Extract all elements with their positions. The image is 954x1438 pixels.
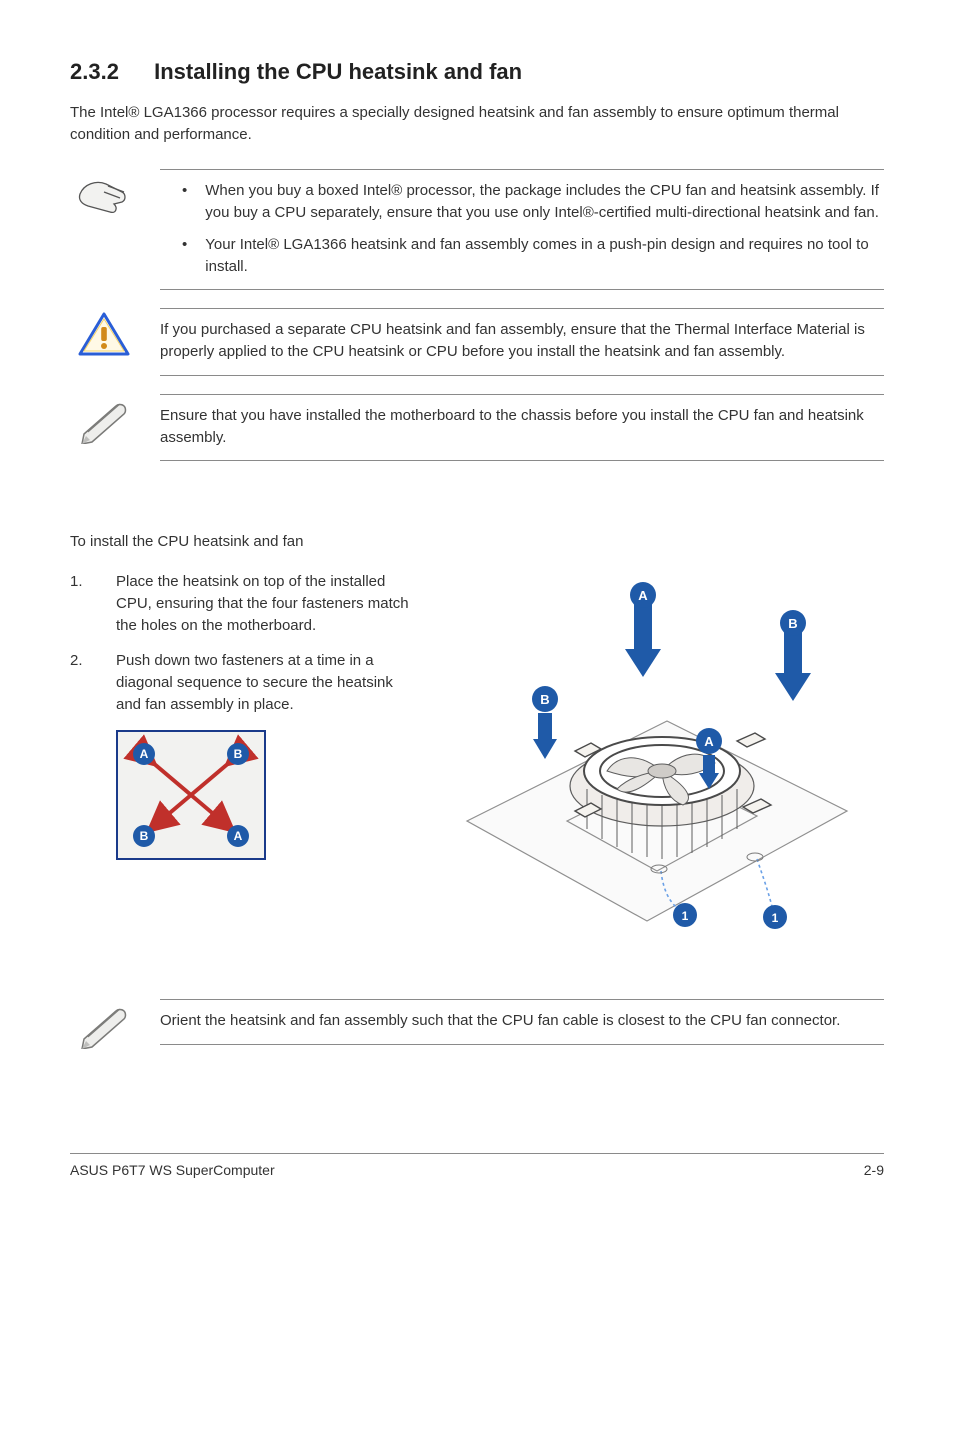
- list-item: 1. Place the heatsink on top of the inst…: [70, 571, 410, 636]
- badge-a: A: [234, 829, 243, 843]
- pencil-note-icon: [70, 394, 138, 448]
- callout-body: Ensure that you have installed the mothe…: [160, 394, 884, 462]
- step-number: 1.: [70, 571, 94, 636]
- bullet-text: Your Intel® LGA1366 heatsink and fan ass…: [205, 234, 884, 278]
- hand-pointer-icon: [70, 169, 138, 223]
- badge-a: A: [140, 747, 149, 761]
- bullet-item: • When you buy a boxed Intel® processor,…: [160, 180, 884, 224]
- bullet-dot: •: [182, 234, 187, 278]
- section-title: Installing the CPU heatsink and fan: [154, 59, 522, 84]
- step-list: 1. Place the heatsink on top of the inst…: [70, 571, 410, 716]
- section-number: 2.3.2: [70, 56, 148, 88]
- badge-b: B: [140, 829, 149, 843]
- list-item: 2. Push down two fasteners at a time in …: [70, 650, 410, 715]
- page-footer: ASUS P6T7 WS SuperComputer 2-9: [70, 1153, 884, 1180]
- svg-text:B: B: [540, 692, 549, 707]
- step-text: Push down two fasteners at a time in a d…: [116, 650, 410, 715]
- svg-text:1: 1: [682, 909, 689, 923]
- bullet-item: • Your Intel® LGA1366 heatsink and fan a…: [160, 234, 884, 278]
- badge-b: B: [234, 747, 243, 761]
- warning-text: If you purchased a separate CPU heatsink…: [160, 319, 884, 363]
- callout-note: Ensure that you have installed the mothe…: [70, 386, 884, 472]
- bullet-dot: •: [182, 180, 187, 224]
- diagonal-sequence-diagram: A B B A: [116, 730, 266, 860]
- svg-text:A: A: [638, 588, 648, 603]
- note-text: Orient the heatsink and fan assembly suc…: [160, 1010, 884, 1032]
- svg-text:A: A: [704, 734, 714, 749]
- callout-warning: If you purchased a separate CPU heatsink…: [70, 300, 884, 386]
- step-number: 2.: [70, 650, 94, 715]
- footer-left: ASUS P6T7 WS SuperComputer: [70, 1160, 275, 1180]
- step-text: Place the heatsink on top of the install…: [116, 571, 410, 636]
- callout-body: Orient the heatsink and fan assembly suc…: [160, 999, 884, 1045]
- bullet-text: When you buy a boxed Intel® processor, t…: [205, 180, 884, 224]
- note-text: Ensure that you have installed the mothe…: [160, 405, 884, 449]
- intro-paragraph: The Intel® LGA1366 processor requires a …: [70, 102, 884, 146]
- callout-body: If you purchased a separate CPU heatsink…: [160, 308, 884, 376]
- footer-right: 2-9: [864, 1160, 884, 1180]
- procedure-row: 1. Place the heatsink on top of the inst…: [70, 571, 884, 951]
- callout-body: • When you buy a boxed Intel® processor,…: [160, 169, 884, 290]
- section-heading: 2.3.2 Installing the CPU heatsink and fa…: [70, 56, 884, 88]
- svg-text:B: B: [788, 616, 797, 631]
- procedure-lead: To install the CPU heatsink and fan: [70, 531, 884, 553]
- steps-column: 1. Place the heatsink on top of the inst…: [70, 571, 410, 860]
- heatsink-illustration: A B B A: [430, 571, 884, 951]
- warning-triangle-icon: [70, 308, 138, 362]
- svg-text:1: 1: [772, 911, 779, 925]
- callout-note: Orient the heatsink and fan assembly suc…: [70, 991, 884, 1063]
- callout-info: • When you buy a boxed Intel® processor,…: [70, 161, 884, 300]
- pencil-note-icon: [70, 999, 138, 1053]
